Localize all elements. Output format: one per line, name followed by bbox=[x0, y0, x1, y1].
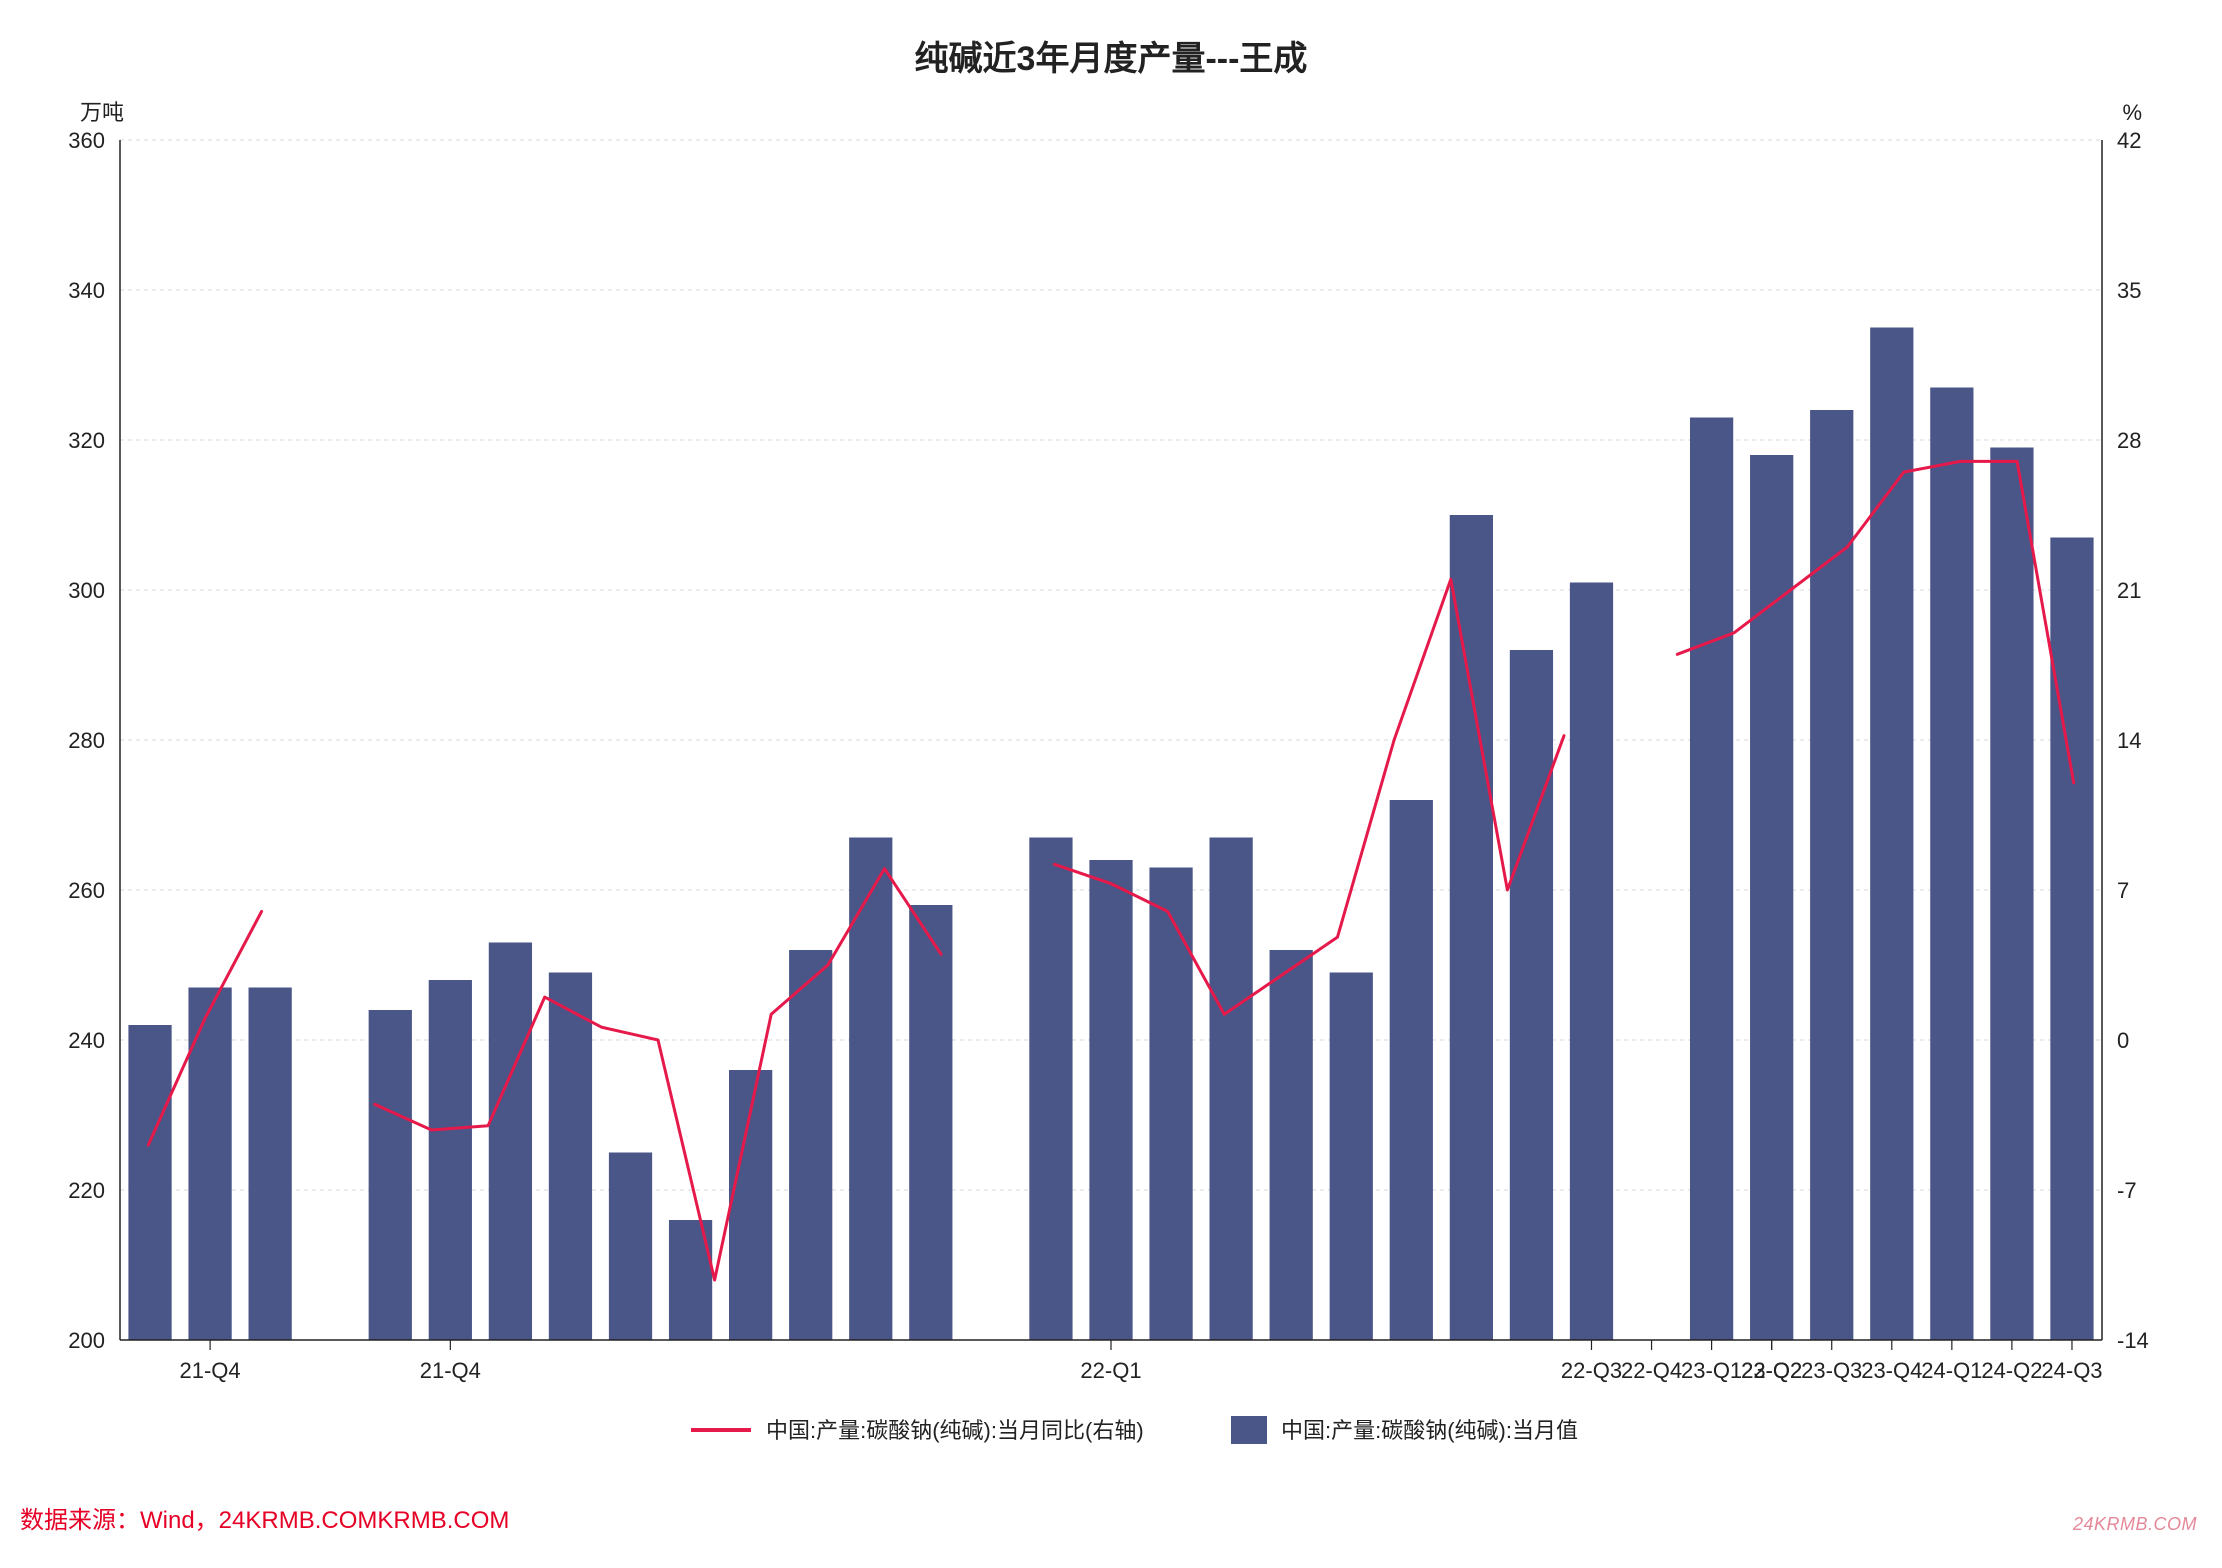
y-left-tick: 320 bbox=[68, 428, 105, 453]
bar bbox=[1870, 328, 1913, 1341]
x-tick-label: 23-Q1 bbox=[1681, 1358, 1742, 1383]
bar bbox=[1990, 448, 2033, 1341]
y-right-tick: -7 bbox=[2117, 1178, 2137, 1203]
y-right-tick: 35 bbox=[2117, 278, 2141, 303]
watermark: 24KRMB.COM bbox=[2072, 1514, 2197, 1534]
bar bbox=[549, 973, 592, 1341]
x-tick-label: 23-Q4 bbox=[1861, 1358, 1922, 1383]
bar bbox=[2050, 538, 2093, 1341]
y-left-tick: 260 bbox=[68, 878, 105, 903]
x-tick-label: 23-Q2 bbox=[1741, 1358, 1802, 1383]
y-right-tick: 7 bbox=[2117, 878, 2129, 903]
y-left-tick: 300 bbox=[68, 578, 105, 603]
y-left-tick: 220 bbox=[68, 1178, 105, 1203]
bar bbox=[1930, 388, 1973, 1341]
x-tick-label: 22-Q3 bbox=[1561, 1358, 1622, 1383]
x-tick-label: 24-Q3 bbox=[2041, 1358, 2102, 1383]
x-tick-label: 22-Q1 bbox=[1080, 1358, 1141, 1383]
bar bbox=[128, 1025, 171, 1340]
y-right-tick: 21 bbox=[2117, 578, 2141, 603]
bar bbox=[429, 980, 472, 1340]
bar bbox=[609, 1153, 652, 1341]
x-tick-label: 24-Q1 bbox=[1921, 1358, 1982, 1383]
y-right-tick: 42 bbox=[2117, 128, 2141, 153]
right-axis-label: % bbox=[2122, 100, 2142, 125]
bar bbox=[1510, 650, 1553, 1340]
y-left-tick: 360 bbox=[68, 128, 105, 153]
y-right-tick: 0 bbox=[2117, 1028, 2129, 1053]
bar bbox=[1690, 418, 1733, 1341]
bar bbox=[1270, 950, 1313, 1340]
legend-label-1: 中国:产量:碳酸钠(纯碱):当月值 bbox=[1281, 1418, 1578, 1443]
bar bbox=[1149, 868, 1192, 1341]
bar bbox=[1390, 800, 1433, 1340]
legend: 中国:产量:碳酸钠(纯碱):当月同比(右轴) 中国:产量:碳酸钠(纯碱):当月值 bbox=[691, 1416, 1578, 1444]
bar bbox=[1089, 860, 1132, 1340]
bar bbox=[489, 943, 532, 1341]
bar bbox=[789, 950, 832, 1340]
x-tick-label: 21-Q4 bbox=[420, 1358, 481, 1383]
legend-label-0: 中国:产量:碳酸钠(纯碱):当月同比(右轴) bbox=[766, 1418, 1144, 1443]
bar bbox=[849, 838, 892, 1341]
bar bbox=[1029, 838, 1072, 1341]
chart-title: 纯碱近3年月度产量---王成 bbox=[915, 40, 1308, 78]
legend-bar-swatch bbox=[1231, 1416, 1267, 1444]
bar bbox=[1450, 515, 1493, 1340]
bar bbox=[1810, 410, 1853, 1340]
bar bbox=[1570, 583, 1613, 1341]
y-left-tick: 280 bbox=[68, 728, 105, 753]
y-left-tick: 340 bbox=[68, 278, 105, 303]
y-left-tick: 240 bbox=[68, 1028, 105, 1053]
bar bbox=[1750, 455, 1793, 1340]
bar bbox=[1330, 973, 1373, 1341]
bar bbox=[1209, 838, 1252, 1341]
y-right-tick: -14 bbox=[2117, 1328, 2149, 1353]
y-right-tick: 14 bbox=[2117, 728, 2141, 753]
y-left-tick: 200 bbox=[68, 1328, 105, 1353]
x-tick-label: 24-Q2 bbox=[1981, 1358, 2042, 1383]
chart-container: 纯碱近3年月度产量---王成 200 -14 220 -7 240 0 260 7 280 14 30… bbox=[0, 0, 2222, 1568]
bar bbox=[249, 988, 292, 1341]
y-right-tick: 28 bbox=[2117, 428, 2141, 453]
x-tick-label: 23-Q3 bbox=[1801, 1358, 1862, 1383]
x-tick-label: 21-Q4 bbox=[180, 1358, 241, 1383]
bar bbox=[909, 905, 952, 1340]
source-text: 数据来源：Wind，24KRMB.COMKRMB.COM bbox=[20, 1507, 509, 1534]
bar bbox=[369, 1010, 412, 1340]
chart-svg: 纯碱近3年月度产量---王成 200 -14 220 -7 240 0 260 7 280 14 30… bbox=[0, 0, 2222, 1568]
left-axis-label: 万吨 bbox=[80, 100, 124, 125]
x-tick-label: 22-Q4 bbox=[1621, 1358, 1682, 1383]
